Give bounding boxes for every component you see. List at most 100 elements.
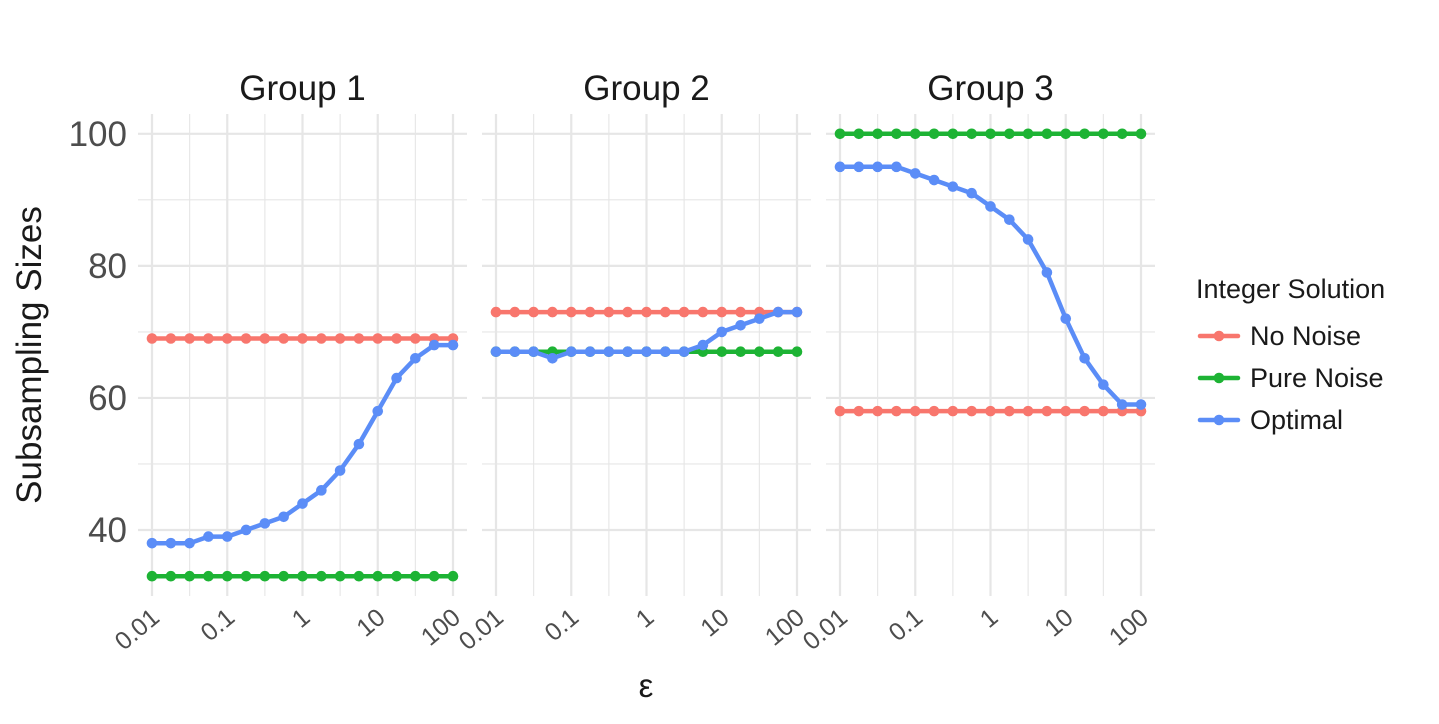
point-pure-noise bbox=[184, 570, 195, 582]
point-no-noise bbox=[353, 333, 365, 344]
point-no-noise bbox=[928, 405, 940, 417]
point-pure-noise bbox=[447, 570, 459, 582]
point-optimal bbox=[565, 346, 577, 357]
point-pure-noise bbox=[1022, 128, 1034, 140]
x-axis-title: ε bbox=[639, 667, 654, 704]
y-tick-label: 100 bbox=[69, 115, 127, 154]
point-pure-noise bbox=[872, 128, 883, 140]
point-no-noise bbox=[872, 405, 883, 417]
x-tick-label: 0.01 bbox=[454, 603, 509, 656]
point-no-noise bbox=[678, 306, 690, 318]
point-pure-noise bbox=[297, 570, 308, 582]
point-pure-noise bbox=[716, 346, 728, 357]
point-no-noise bbox=[203, 333, 214, 344]
point-pure-noise bbox=[966, 128, 977, 140]
point-pure-noise bbox=[735, 346, 746, 357]
point-no-noise bbox=[334, 333, 346, 344]
point-pure-noise bbox=[353, 570, 365, 582]
point-optimal bbox=[490, 346, 502, 357]
point-optimal bbox=[622, 346, 633, 357]
facet-title-group-2: Group 2 bbox=[583, 69, 709, 108]
point-pure-noise bbox=[928, 128, 940, 140]
point-no-noise bbox=[891, 405, 902, 417]
point-pure-noise bbox=[1041, 128, 1053, 140]
point-pure-noise bbox=[165, 570, 177, 582]
point-no-noise bbox=[509, 306, 521, 318]
point-pure-noise bbox=[891, 128, 902, 140]
point-optimal bbox=[146, 537, 158, 549]
point-optimal bbox=[716, 326, 728, 338]
point-optimal bbox=[428, 339, 440, 351]
point-pure-noise bbox=[909, 128, 921, 140]
y-tick-label: 40 bbox=[88, 511, 127, 550]
point-no-noise bbox=[490, 306, 502, 318]
point-no-noise bbox=[221, 333, 233, 344]
legend-key-point-optimal bbox=[1213, 414, 1225, 426]
point-no-noise bbox=[565, 306, 577, 318]
point-no-noise bbox=[391, 333, 402, 344]
point-no-noise bbox=[1022, 405, 1034, 417]
point-optimal bbox=[966, 187, 977, 199]
legend-label-optimal: Optimal bbox=[1250, 405, 1343, 435]
point-no-noise bbox=[146, 333, 158, 344]
point-optimal bbox=[985, 201, 996, 212]
point-pure-noise bbox=[1004, 128, 1015, 140]
point-pure-noise bbox=[1098, 128, 1109, 140]
point-optimal bbox=[1022, 234, 1034, 245]
y-tick-label: 80 bbox=[88, 247, 127, 286]
point-pure-noise bbox=[947, 128, 959, 140]
x-tick-label: 0.01 bbox=[110, 603, 165, 656]
x-tick-label: 100 bbox=[760, 603, 810, 651]
y-tick-label: 60 bbox=[88, 379, 127, 418]
point-no-noise bbox=[165, 333, 177, 344]
point-optimal bbox=[603, 346, 615, 357]
point-no-noise bbox=[547, 306, 558, 318]
point-no-noise bbox=[584, 306, 596, 318]
x-tick-label: 1 bbox=[287, 603, 316, 633]
point-optimal bbox=[853, 161, 865, 173]
point-no-noise bbox=[1060, 405, 1072, 417]
x-tick-label: 10 bbox=[351, 603, 390, 642]
point-no-noise bbox=[660, 306, 671, 318]
point-optimal bbox=[1098, 379, 1109, 391]
point-no-noise bbox=[853, 405, 865, 417]
point-pure-noise bbox=[853, 128, 865, 140]
point-pure-noise bbox=[1079, 128, 1090, 140]
point-no-noise bbox=[641, 306, 652, 318]
point-optimal bbox=[297, 498, 308, 509]
point-pure-noise bbox=[146, 570, 158, 582]
legend-title: Integer Solution bbox=[1196, 274, 1385, 304]
facet-title-group-1: Group 1 bbox=[239, 69, 365, 108]
point-optimal bbox=[754, 313, 765, 324]
point-pure-noise bbox=[203, 570, 214, 582]
point-optimal bbox=[372, 405, 384, 417]
x-tick-label: 0.1 bbox=[539, 603, 584, 647]
facet-title-group-3: Group 3 bbox=[927, 69, 1053, 108]
point-optimal bbox=[678, 346, 690, 357]
point-optimal bbox=[872, 161, 883, 173]
point-optimal bbox=[165, 537, 177, 549]
point-pure-noise bbox=[334, 570, 346, 582]
point-optimal bbox=[528, 346, 539, 357]
point-optimal bbox=[584, 346, 596, 357]
point-pure-noise bbox=[259, 570, 271, 582]
point-optimal bbox=[772, 306, 784, 318]
legend-key-point-pure-noise bbox=[1213, 372, 1225, 384]
legend-key-point-no-noise bbox=[1213, 330, 1225, 342]
point-optimal bbox=[928, 174, 940, 186]
point-optimal bbox=[278, 511, 289, 523]
point-no-noise bbox=[184, 333, 195, 344]
point-optimal bbox=[1079, 353, 1090, 364]
x-tick-label: 0.01 bbox=[798, 603, 853, 656]
point-optimal bbox=[891, 161, 902, 173]
x-tick-label: 1 bbox=[975, 603, 1004, 633]
x-tick-label: 0.1 bbox=[883, 603, 928, 647]
point-optimal bbox=[947, 181, 959, 192]
point-optimal bbox=[353, 438, 365, 450]
point-optimal bbox=[1041, 267, 1053, 278]
point-optimal bbox=[791, 306, 803, 318]
point-optimal bbox=[316, 485, 327, 496]
point-optimal bbox=[697, 339, 709, 351]
point-no-noise bbox=[1079, 405, 1090, 417]
